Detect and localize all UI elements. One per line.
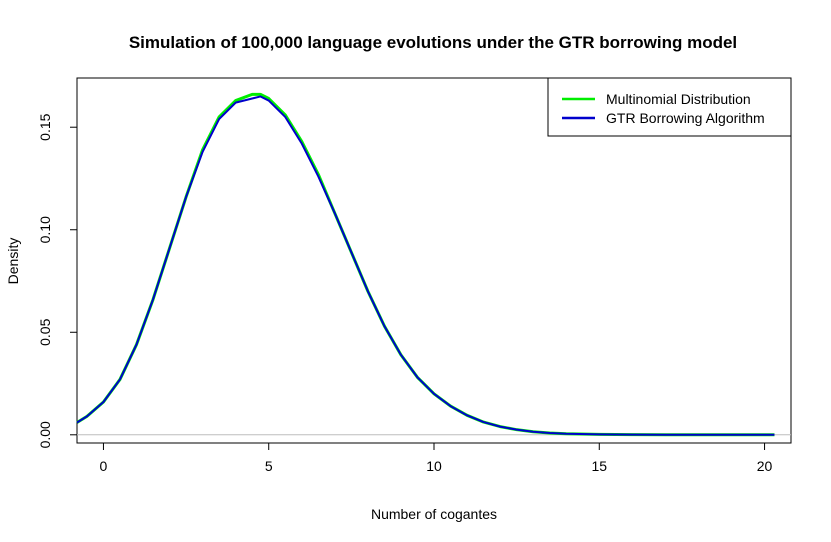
series-line-gtr [76,95,775,436]
x-tick-label: 10 [426,458,442,474]
legend: Multinomial Distribution GTR Borrowing A… [547,77,792,137]
x-tick-label: 5 [265,458,273,474]
x-axis: 0 5 10 15 20 [100,443,773,474]
y-tick-label: 0.10 [37,216,53,243]
x-axis-label: Number of cogantes [371,506,497,522]
legend-box [547,77,792,137]
y-axis: 0.00 0.05 0.10 0.15 [37,113,77,448]
y-tick-label: 0.05 [37,318,53,345]
y-tick-label: 0.15 [37,113,53,140]
chart-title: Simulation of 100,000 language evolution… [129,33,737,52]
x-tick-label: 0 [100,458,108,474]
legend-label-multinomial: Multinomial Distribution [606,91,751,107]
y-tick-label: 0.00 [37,421,53,448]
series-layer [76,92,775,437]
legend-label-gtr: GTR Borrowing Algorithm [606,110,765,126]
series-line-multinomial [76,92,775,437]
x-tick-label: 20 [757,458,773,474]
y-axis-label: Density [5,238,21,285]
x-tick-label: 15 [591,458,607,474]
